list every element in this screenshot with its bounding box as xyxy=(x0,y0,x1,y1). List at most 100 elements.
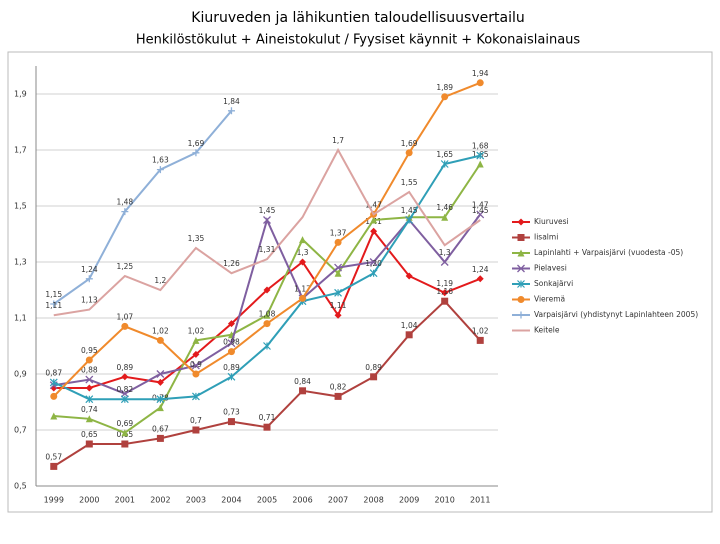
marker-shape xyxy=(50,412,58,420)
marker-shape xyxy=(440,160,449,168)
marker xyxy=(476,79,484,87)
marker xyxy=(156,404,164,412)
value-label: 1,65 xyxy=(436,150,453,159)
marker-shape xyxy=(227,348,235,356)
legend-label: Iisalmi xyxy=(534,233,558,242)
marker xyxy=(405,331,413,339)
x-tick-label: 2010 xyxy=(435,496,455,505)
marker xyxy=(441,213,449,221)
value-label: 1,20 xyxy=(365,259,382,268)
marker-shape xyxy=(299,387,307,395)
marker xyxy=(227,339,236,348)
marker xyxy=(156,378,164,386)
legend-label: Kiuruvesi xyxy=(534,217,569,226)
value-label: 0,9 xyxy=(190,360,202,369)
marker xyxy=(476,336,484,344)
marker-shape xyxy=(192,426,200,434)
marker-shape xyxy=(120,395,129,404)
marker-shape xyxy=(263,286,271,294)
marker xyxy=(441,297,449,305)
marker-shape xyxy=(121,208,129,216)
marker xyxy=(121,322,129,330)
value-label: 1,2 xyxy=(154,276,166,285)
marker-shape xyxy=(85,395,94,404)
marker xyxy=(263,320,271,328)
marker-shape xyxy=(227,418,235,426)
legend-label: Keitele xyxy=(534,326,560,335)
value-label: 0,82 xyxy=(116,385,133,394)
value-label: 1,68 xyxy=(472,142,489,151)
marker xyxy=(517,218,525,226)
marker xyxy=(334,288,343,297)
marker-shape xyxy=(191,392,200,401)
marker-shape xyxy=(476,336,484,344)
marker xyxy=(334,392,342,400)
series-line xyxy=(53,110,233,305)
marker-shape xyxy=(192,350,200,358)
value-label: 0,98 xyxy=(223,338,240,347)
marker xyxy=(299,258,307,266)
legend-label: Vieremä xyxy=(534,295,565,304)
marker-shape xyxy=(192,370,200,378)
value-label: 0,71 xyxy=(259,413,276,422)
marker-shape xyxy=(517,218,525,226)
marker xyxy=(191,361,200,370)
value-label: 1,7 xyxy=(332,136,344,145)
marker-shape xyxy=(517,249,525,257)
marker xyxy=(121,208,129,216)
y-tick-label: 1,9 xyxy=(14,90,27,99)
value-label: 1,17 xyxy=(294,284,311,293)
marker xyxy=(121,440,129,448)
value-label: 1,3 xyxy=(439,248,451,257)
marker xyxy=(227,107,235,115)
value-label: 1,11 xyxy=(330,301,347,310)
marker xyxy=(227,320,235,328)
marker xyxy=(263,311,271,319)
marker xyxy=(192,336,200,344)
x-tick-label: 1999 xyxy=(44,496,64,505)
marker-shape xyxy=(441,93,449,101)
marker-shape xyxy=(405,272,413,280)
value-label: 0,89 xyxy=(223,363,240,372)
marker-shape xyxy=(50,392,58,400)
marker-shape xyxy=(369,258,378,266)
marker xyxy=(192,350,200,358)
marker xyxy=(369,269,378,278)
marker-shape xyxy=(441,289,449,297)
marker-shape xyxy=(156,166,164,174)
x-tick-label: 2006 xyxy=(292,496,312,505)
value-label: 1,11 xyxy=(45,301,62,310)
marker xyxy=(476,275,484,283)
value-label: 1,94 xyxy=(472,69,489,78)
marker-shape xyxy=(156,378,164,386)
marker-shape xyxy=(441,297,449,305)
marker-shape xyxy=(156,404,164,412)
marker xyxy=(263,216,271,224)
value-label: 1,24 xyxy=(472,265,489,274)
marker xyxy=(476,160,484,168)
marker-shape xyxy=(405,216,414,224)
value-label: 1,63 xyxy=(152,156,169,165)
marker-shape xyxy=(517,234,525,241)
value-label: 1,19 xyxy=(436,279,453,288)
marker xyxy=(263,286,271,294)
value-label: 0,67 xyxy=(152,424,169,433)
marker xyxy=(441,93,449,101)
x-tick-label: 2008 xyxy=(363,496,383,505)
marker xyxy=(227,372,236,381)
marker-shape xyxy=(85,415,93,423)
value-label: 1,45 xyxy=(259,206,276,215)
value-label: 1,84 xyxy=(223,97,240,106)
marker xyxy=(120,389,129,398)
marker-shape xyxy=(370,227,378,235)
marker-shape xyxy=(227,320,235,328)
y-tick-label: 1,7 xyxy=(14,146,27,155)
marker xyxy=(85,384,93,392)
marker xyxy=(476,210,485,219)
marker xyxy=(440,160,449,168)
x-tick-label: 2002 xyxy=(150,496,170,505)
marker-shape xyxy=(227,372,236,381)
marker-shape xyxy=(370,373,378,381)
value-label: 1,07 xyxy=(116,312,133,321)
marker xyxy=(334,269,342,277)
